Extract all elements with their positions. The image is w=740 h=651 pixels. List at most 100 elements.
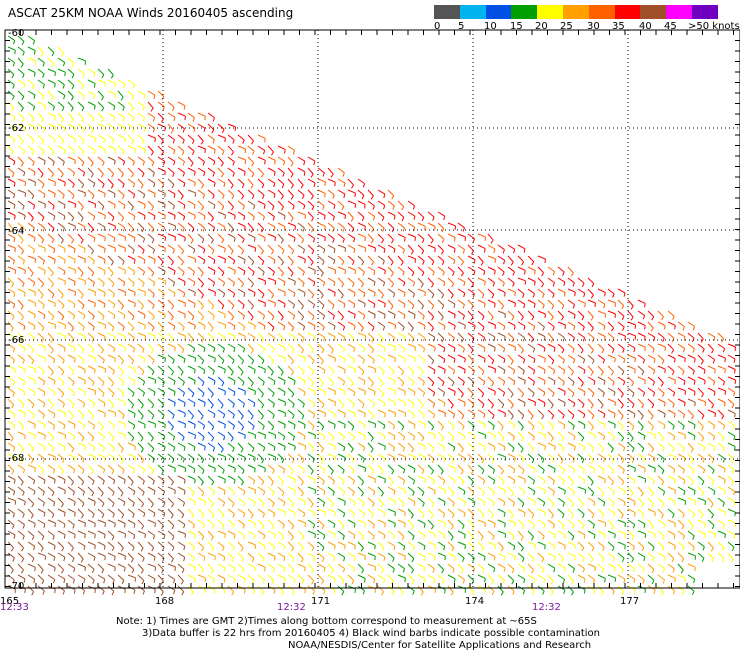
wind-barb xyxy=(248,399,255,403)
wind-barb-feather xyxy=(272,316,274,320)
wind-barb xyxy=(168,443,175,447)
wind-barb xyxy=(518,267,525,270)
wind-barb-feather xyxy=(354,326,355,330)
wind-barb-feather xyxy=(383,282,384,286)
wind-barb-feather xyxy=(712,459,714,463)
wind-barb xyxy=(318,498,325,503)
wind-barb-feather xyxy=(465,325,466,329)
wind-barb-feather xyxy=(281,196,283,199)
wind-barb-feather xyxy=(42,536,44,540)
wind-barb-feather xyxy=(23,52,25,56)
wind-barb-feather xyxy=(304,293,305,297)
wind-barb-feather xyxy=(61,471,63,474)
wind-barb-feather xyxy=(265,468,266,472)
wind-barb xyxy=(468,399,474,404)
wind-barb xyxy=(528,267,535,271)
wind-barb-feather xyxy=(185,237,186,241)
wind-barb-feather xyxy=(412,404,414,408)
wind-barb-feather xyxy=(53,470,54,474)
wind-barb-feather xyxy=(152,239,154,243)
wind-barb xyxy=(708,344,714,350)
wind-barb xyxy=(188,322,195,325)
wind-barb-feather xyxy=(461,273,463,276)
wind-barb-feather xyxy=(402,372,404,376)
wind-barb-feather xyxy=(92,118,94,122)
wind-barb-feather xyxy=(544,480,545,484)
wind-barb xyxy=(38,157,45,161)
wind-barb xyxy=(128,333,134,338)
wind-barb-feather xyxy=(632,448,634,452)
wind-barb-feather xyxy=(345,424,346,428)
wind-barb-feather xyxy=(273,492,275,496)
wind-barb xyxy=(358,289,365,293)
wind-barb xyxy=(228,267,235,270)
wind-barb-feather xyxy=(252,361,254,365)
wind-barb xyxy=(528,421,534,426)
wind-barb-feather xyxy=(322,525,324,529)
wind-barb xyxy=(238,256,245,260)
wind-barb xyxy=(408,256,416,259)
wind-barb-feather xyxy=(153,360,155,364)
wind-barb-feather xyxy=(493,283,494,287)
wind-barb xyxy=(228,388,235,392)
wind-barb xyxy=(488,531,494,536)
wind-barb-feather xyxy=(364,315,365,319)
wind-barb-feather xyxy=(624,293,625,297)
wind-barb-feather xyxy=(703,349,705,353)
wind-barb-feather xyxy=(252,195,254,199)
wind-barb xyxy=(498,388,505,393)
wind-barb xyxy=(128,520,135,524)
wind-barb-feather xyxy=(383,228,385,232)
wind-barb-feather xyxy=(112,547,114,551)
wind-barb xyxy=(58,388,64,394)
wind-barb xyxy=(588,333,594,338)
wind-barb xyxy=(558,388,565,391)
wind-barb-feather xyxy=(102,97,104,100)
wind-barb xyxy=(548,410,554,416)
wind-barb-feather xyxy=(324,491,325,495)
wind-barb xyxy=(658,377,663,383)
wind-barb xyxy=(78,553,83,559)
wind-barb xyxy=(38,498,45,503)
wind-barb-feather xyxy=(94,73,95,77)
wind-barb xyxy=(658,421,665,425)
wind-barb-feather xyxy=(235,337,236,341)
wind-barb xyxy=(238,179,244,184)
wind-barb-feather xyxy=(453,272,455,276)
wind-barb-feather xyxy=(502,306,504,310)
wind-barb-feather xyxy=(53,206,55,210)
wind-barb xyxy=(428,311,434,317)
wind-barb xyxy=(218,553,225,557)
wind-barb xyxy=(248,201,255,205)
wind-barb-feather xyxy=(611,449,613,452)
wind-barb xyxy=(518,487,525,492)
wind-barb xyxy=(18,553,24,559)
wind-barb-feather xyxy=(314,337,315,341)
wind-barb xyxy=(688,487,695,491)
wind-barb xyxy=(248,157,254,163)
wind-barb xyxy=(438,553,445,556)
wind-barb xyxy=(168,124,173,130)
wind-barb xyxy=(328,168,333,174)
wind-barb-feather xyxy=(204,172,205,176)
wind-barb-feather xyxy=(612,328,614,331)
wind-barb xyxy=(288,311,295,316)
wind-barb-feather xyxy=(714,491,715,495)
wind-barb-feather xyxy=(655,534,656,538)
wind-barb-feather xyxy=(581,504,583,507)
wind-barb xyxy=(38,344,46,347)
wind-barb-feather xyxy=(333,217,334,221)
wind-barb xyxy=(358,531,364,537)
wind-barb-feather xyxy=(41,295,43,298)
wind-barb-feather xyxy=(305,501,306,505)
wind-barb xyxy=(398,509,405,512)
wind-barb-feather xyxy=(404,546,405,550)
wind-barb-feather xyxy=(171,339,173,342)
wind-barb xyxy=(388,344,396,347)
wind-barb-feather xyxy=(105,193,106,197)
wind-barb-feather xyxy=(684,491,685,495)
wind-barb xyxy=(698,531,705,534)
wind-barb xyxy=(348,377,353,383)
wind-barb xyxy=(258,256,264,261)
wind-barb xyxy=(48,47,54,53)
